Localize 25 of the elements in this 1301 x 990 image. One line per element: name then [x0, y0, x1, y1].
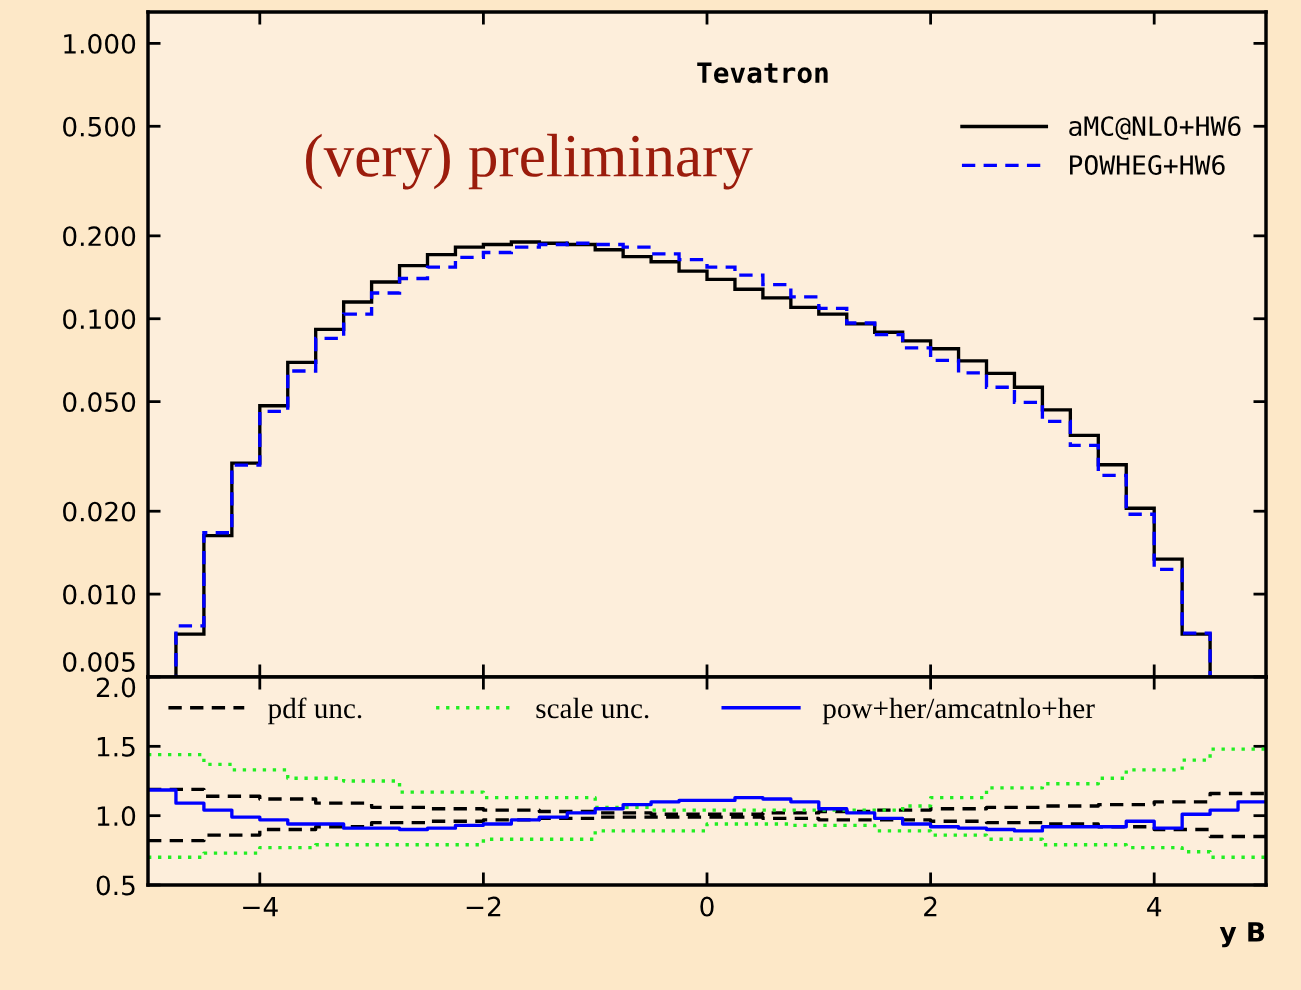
y-tick-label: 0.200: [63, 226, 136, 247]
legend-label: aMC@NLO+HW6: [1069, 116, 1241, 140]
x-tick-label: 2: [924, 896, 937, 917]
annotation: Tevatron: [697, 62, 828, 84]
y-tick-label: 1.5: [97, 737, 135, 757]
y-tick-label: 1.0: [97, 806, 136, 827]
legend-label: scale unc.: [536, 697, 649, 719]
x-tick-label: 0: [700, 896, 714, 917]
legend-label: POWHEG+HW6: [1070, 155, 1225, 175]
legend-label: pdf unc.: [268, 697, 362, 725]
y-tick-label: 0.020: [63, 501, 136, 522]
legend-label: pow+her/amcatnlo+her: [822, 697, 1095, 725]
y-tick-label: 0.050: [63, 392, 136, 413]
y-tick-label: 0.005: [63, 651, 135, 672]
y-tick-label: 1.000: [64, 33, 136, 54]
annotation: (very) preliminary: [305, 133, 753, 190]
y-tick-label: 0.500: [63, 116, 136, 137]
x-tick-label: −4: [243, 896, 278, 917]
y-tick-label: 0.100: [63, 309, 136, 330]
y-tick-label: 0.010: [63, 584, 136, 605]
x-axis-title: y B: [1219, 922, 1265, 948]
y-tick-label: 2.0: [96, 677, 136, 698]
y-tick-label: 0.5: [96, 875, 135, 896]
x-tick-label: 4: [1147, 896, 1162, 917]
x-tick-label: −2: [466, 896, 501, 917]
